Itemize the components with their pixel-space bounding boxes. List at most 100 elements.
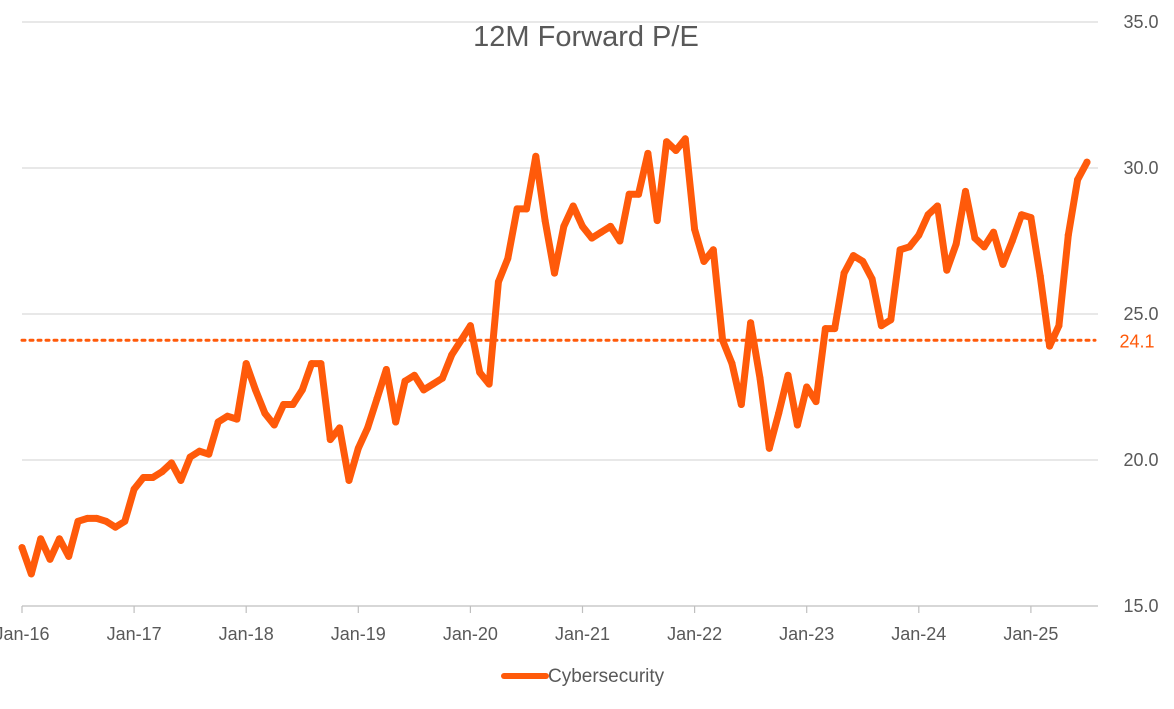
data-point [74,517,82,525]
data-point [793,421,801,429]
data-point [177,476,185,484]
y-tick-label: 35.0 [1123,12,1158,32]
data-point [840,269,848,277]
legend: Cybersecurity [501,666,665,687]
x-tick-label: Jan-22 [667,624,722,644]
data-point [466,322,474,330]
data-point [681,135,689,143]
data-point [401,377,409,385]
data-point [485,380,493,388]
data-point [382,365,390,373]
data-point [336,424,344,432]
series-line-cybersecurity [18,135,1091,578]
data-point [457,336,465,344]
data-point [214,418,222,426]
data-point [887,316,895,324]
x-tick-label: Jan-17 [107,624,162,644]
data-point [224,412,232,420]
data-point [1083,158,1091,166]
data-point [522,205,530,213]
data-point [298,386,306,394]
x-axis [21,605,1098,613]
data-point [37,535,45,543]
x-tick-label: Jan-25 [1003,624,1058,644]
data-point [952,240,960,248]
data-point [1064,231,1072,239]
average-reference: 24.1 [20,331,1155,351]
data-point [990,228,998,236]
x-tick-label: Jan-18 [219,624,274,644]
data-point [326,436,334,444]
data-point [158,468,166,476]
data-point [896,246,904,254]
data-point [65,552,73,560]
data-point [579,222,586,230]
data-point [1036,272,1044,280]
data-point [747,319,755,327]
data-point [905,243,913,251]
data-point [737,401,745,409]
data-point [588,234,596,242]
data-point [616,237,624,245]
data-point [261,409,269,417]
x-tick-label: Jan-21 [555,624,610,644]
data-point [700,257,708,265]
data-point [205,450,213,458]
data-point [280,401,288,409]
data-point [980,243,988,251]
data-point [289,401,297,409]
data-point [663,138,671,146]
data-point [560,222,568,230]
data-point [27,570,35,578]
chart-title: 12M Forward P/E [473,21,699,53]
data-point [541,217,549,225]
data-point [317,360,325,368]
data-point [625,190,633,198]
data-point [233,415,241,423]
data-point [448,351,456,359]
data-point [149,474,157,482]
data-point [1046,342,1054,350]
data-point [121,517,129,525]
y-tick-label: 25.0 [1123,304,1158,324]
data-point [392,418,400,426]
data-point [130,485,138,493]
data-point [167,459,175,467]
data-point [532,152,540,160]
x-tick-label: Jan-20 [443,624,498,644]
data-point [345,476,353,484]
data-point [691,225,699,233]
data-point [607,222,615,230]
data-point [775,409,783,417]
x-tick-label: Jan-23 [779,624,834,644]
data-point [55,535,63,543]
data-point [933,202,941,210]
data-point [186,453,194,461]
data-point [719,336,727,344]
data-point [308,360,316,368]
data-point [859,257,867,265]
series-layer [18,135,1091,578]
y-tick-label: 15.0 [1123,596,1158,616]
data-point [812,398,820,406]
data-point [849,252,857,260]
data-point [46,555,54,563]
y-tick-label: 30.0 [1123,158,1158,178]
x-tick-label: Jan-19 [331,624,386,644]
data-point [1074,176,1082,184]
data-point [962,187,970,195]
data-point [943,266,951,274]
data-point [728,360,736,368]
data-point [438,374,446,382]
data-point [784,371,792,379]
data-point [831,325,839,333]
data-point [653,217,661,225]
data-point [550,269,558,277]
data-point [868,275,876,283]
axis-labels: 15.0 20.0 25.0 30.0 35.0 Jan-16 Jan-17 Jan-18 Ja… [0,12,1159,644]
data-point [597,228,605,236]
data-point [672,146,680,154]
data-point [999,260,1007,268]
data-point [494,278,502,286]
